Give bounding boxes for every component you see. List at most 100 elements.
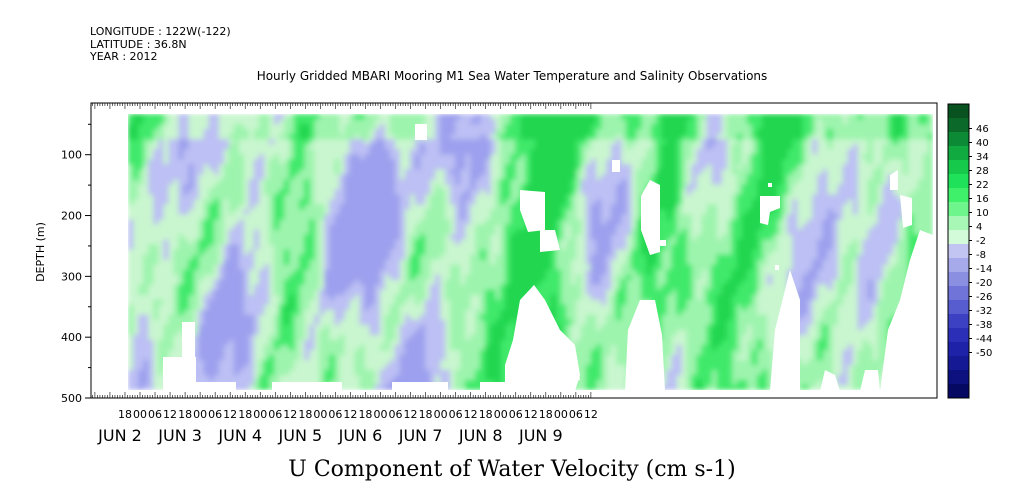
x-tick-label: 06 [148, 408, 162, 421]
colorbar-swatch [948, 258, 969, 273]
missing-data-fleck [660, 240, 666, 246]
colorbar-swatch [948, 174, 969, 189]
x-day-label: JUN 6 [338, 426, 383, 445]
x-day-label: JUN 7 [398, 426, 443, 445]
colorbar-label: -32 [976, 306, 992, 317]
y-tick-label: 100 [61, 149, 82, 162]
x-tick-label: 00 [554, 408, 568, 421]
colorbar-swatch [948, 230, 969, 245]
missing-data-region [182, 322, 195, 362]
missing-data-fleck [775, 265, 779, 270]
longitude-label: LONGITUDE : 122W(-122) [90, 25, 231, 38]
colorbar-swatch [948, 314, 969, 329]
x-tick-label: 00 [313, 408, 327, 421]
colorbar-swatch [948, 300, 969, 315]
x-day-label: JUN 3 [157, 426, 202, 445]
x-tick-label: 06 [569, 408, 583, 421]
x-tick-label: 12 [584, 408, 598, 421]
x-tick-label: 18 [238, 408, 252, 421]
x-tick-label: 12 [464, 408, 478, 421]
missing-data-region [196, 382, 236, 392]
missing-data-region [163, 357, 196, 390]
colorbar-label: -20 [976, 278, 992, 289]
year-label: YEAR : 2012 [89, 50, 158, 63]
x-tick-label: 18 [358, 408, 372, 421]
chart-title: Hourly Gridded MBARI Mooring M1 Sea Wate… [257, 69, 768, 83]
heatmap-field [91, 103, 937, 398]
colorbar-swatch [948, 356, 969, 371]
colorbar-label: 40 [976, 138, 989, 149]
x-tick-label: 12 [404, 408, 418, 421]
missing-data-fleck [603, 391, 613, 393]
colorbar-swatch [948, 118, 969, 133]
colorbar-label: 4 [976, 222, 982, 233]
missing-data-region [392, 382, 448, 392]
missing-data-region [770, 270, 800, 391]
colorbar-label: 10 [976, 208, 989, 219]
missing-data-region [900, 195, 912, 228]
missing-data-region [545, 330, 580, 385]
x-tick-label: 12 [343, 408, 357, 421]
y-tick-label: 300 [61, 270, 82, 283]
colorbar-swatch [948, 188, 969, 203]
x-tick-label: 12 [223, 408, 237, 421]
colorbar-swatch [948, 202, 969, 217]
missing-data-region [480, 382, 510, 392]
missing-data-region [272, 382, 342, 392]
colorbar-swatch [948, 244, 969, 259]
x-tick-label: 00 [373, 408, 387, 421]
x-day-label: JUN 8 [458, 426, 503, 445]
y-axis: 100 200 300 400 500 [61, 123, 91, 405]
colorbar-label: 34 [976, 152, 989, 163]
colorbar-label: 22 [976, 180, 989, 191]
plot-frame [90, 102, 938, 399]
colorbar-label: 16 [976, 194, 989, 205]
x-tick-label: 18 [539, 408, 553, 421]
missing-data-region [760, 196, 780, 225]
y-tick-label: 400 [61, 331, 82, 344]
colorbar-label: -2 [976, 236, 986, 247]
missing-data-region [641, 180, 660, 255]
x-tick-label: 18 [298, 408, 312, 421]
x-day-label: JUN 5 [278, 426, 323, 445]
missing-data-region [890, 170, 898, 190]
x-axis: 18 00 06 12 18 00 06 12 18 00 06 12 18 00 06 12 18 00 06 12… [92, 103, 598, 445]
x-day-label: JUN 4 [217, 426, 262, 445]
missing-data-region [520, 190, 545, 232]
colorbar-swatch [948, 216, 969, 231]
x-tick-label: 00 [434, 408, 448, 421]
colorbar-swatch [948, 160, 969, 175]
x-tick-label: 18 [118, 408, 132, 421]
x-tick-label: 18 [419, 408, 433, 421]
colorbar-label: -50 [976, 348, 992, 359]
colorbar: 46 40 34 28 22 16 10 4 -2 -8 -14 -20 -26 -32 -38 -44 -50 [947, 103, 992, 399]
colorbar-label: -8 [976, 250, 986, 261]
colorbar-swatch [948, 132, 969, 147]
latitude-label: LATITUDE : 36.8N [90, 38, 187, 51]
colorbar-swatch [948, 328, 969, 343]
missing-data-region [625, 300, 665, 391]
missing-data-region [820, 370, 840, 391]
x-tick-label: 18 [479, 408, 493, 421]
x-tick-label: 00 [133, 408, 147, 421]
missing-data-fleck [768, 183, 772, 187]
x-day-label: JUN 9 [518, 426, 563, 445]
x-tick-label: 06 [268, 408, 282, 421]
colorbar-swatch [948, 342, 969, 357]
colorbar-swatch [948, 104, 969, 119]
missing-data-fleck [540, 318, 546, 322]
x-tick-label: 06 [509, 408, 523, 421]
x-day-label: JUN 2 [97, 426, 142, 445]
y-axis-label: DEPTH (m) [34, 222, 47, 282]
x-tick-label: 18 [178, 408, 192, 421]
colorbar-swatch [948, 272, 969, 287]
x-tick-label: 12 [163, 408, 177, 421]
colorbar-swatch [948, 286, 969, 301]
variable-title: U Component of Water Velocity (cm s-1) [288, 457, 735, 482]
missing-data-regions [163, 124, 933, 393]
colorbar-label: 46 [976, 124, 989, 135]
missing-data-region [880, 230, 933, 391]
missing-data-region [540, 230, 560, 252]
x-tick-label: 00 [494, 408, 508, 421]
x-tick-label: 00 [193, 408, 207, 421]
